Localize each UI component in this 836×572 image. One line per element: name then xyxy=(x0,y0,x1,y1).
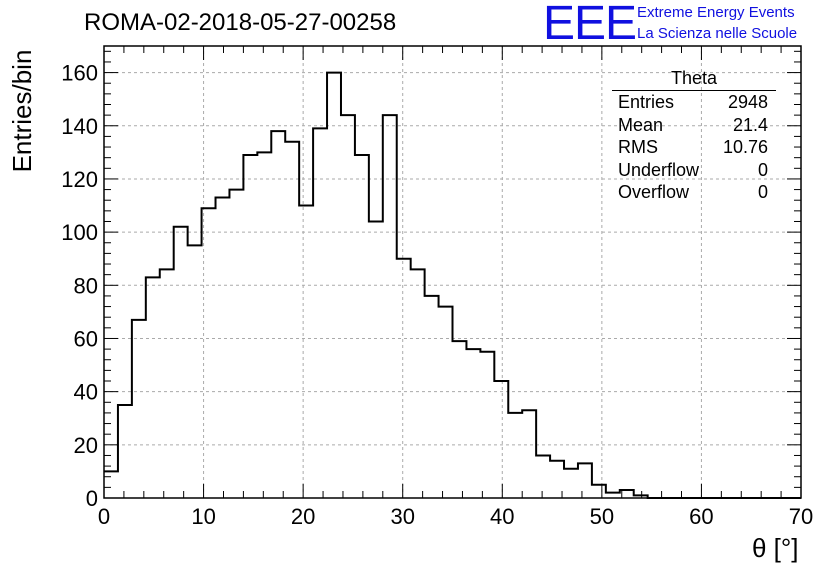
x-tick-label: 0 xyxy=(98,504,110,529)
stats-label: RMS xyxy=(618,137,658,157)
stats-box: Theta Entries 2948 Mean 21.4 RMS 10.76 U… xyxy=(612,68,776,204)
logo-line-1: Extreme Energy Events xyxy=(637,4,795,21)
stats-value: 21.4 xyxy=(732,114,768,135)
x-tick-label: 30 xyxy=(390,504,414,529)
x-tick-label: 40 xyxy=(490,504,514,529)
y-tick-label: 20 xyxy=(74,433,98,458)
stats-title: Theta xyxy=(612,68,776,91)
y-tick-label: 120 xyxy=(61,167,98,192)
y-axis-label: Entries/bin xyxy=(7,49,37,173)
y-tick-label: 160 xyxy=(61,61,98,86)
y-tick-label: 60 xyxy=(74,326,98,351)
y-tick-label: 40 xyxy=(74,380,98,405)
x-tick-label: 70 xyxy=(789,504,813,529)
y-tick-label: 100 xyxy=(61,220,98,245)
stats-value: 10.76 xyxy=(722,137,768,157)
y-tick-label: 0 xyxy=(86,486,98,511)
eee-logo: EEE xyxy=(543,0,637,50)
stats-row: Mean 21.4 xyxy=(612,114,776,137)
x-tick-label: 50 xyxy=(590,504,614,529)
stats-value: 2948 xyxy=(727,92,768,112)
stats-label: Underflow xyxy=(618,159,700,180)
logo-line-2: La Scienza nelle Scuole xyxy=(637,25,798,42)
x-tick-label: 20 xyxy=(291,504,315,529)
y-tick-label: 140 xyxy=(61,114,98,139)
x-tick-label: 60 xyxy=(689,504,713,529)
stats-value: 0 xyxy=(757,182,768,202)
x-tick-labels: 0 10 20 30 40 50 60 70 xyxy=(98,504,813,529)
histogram-line xyxy=(104,71,801,499)
stats-label: Overflow xyxy=(618,182,690,202)
stats-value: 0 xyxy=(757,159,768,180)
stats-label: Mean xyxy=(618,114,664,135)
axis-ticks xyxy=(103,46,802,499)
stats-label: Entries xyxy=(618,92,675,112)
stats-row: Overflow 0 xyxy=(612,181,776,204)
x-axis-label: θ [°] xyxy=(752,533,799,563)
x-tick-label: 10 xyxy=(191,504,215,529)
stats-row: RMS 10.76 xyxy=(612,136,776,159)
plot-frame xyxy=(103,45,802,499)
stats-row: Underflow 0 xyxy=(612,159,776,182)
y-tick-labels: 0 20 40 60 80 100 120 140 160 xyxy=(61,61,98,511)
grid-lines xyxy=(104,46,801,498)
chart-title: ROMA-02-2018-05-27-00258 xyxy=(84,9,397,36)
stats-row: Entries 2948 xyxy=(612,91,776,114)
y-tick-label: 80 xyxy=(74,273,98,298)
